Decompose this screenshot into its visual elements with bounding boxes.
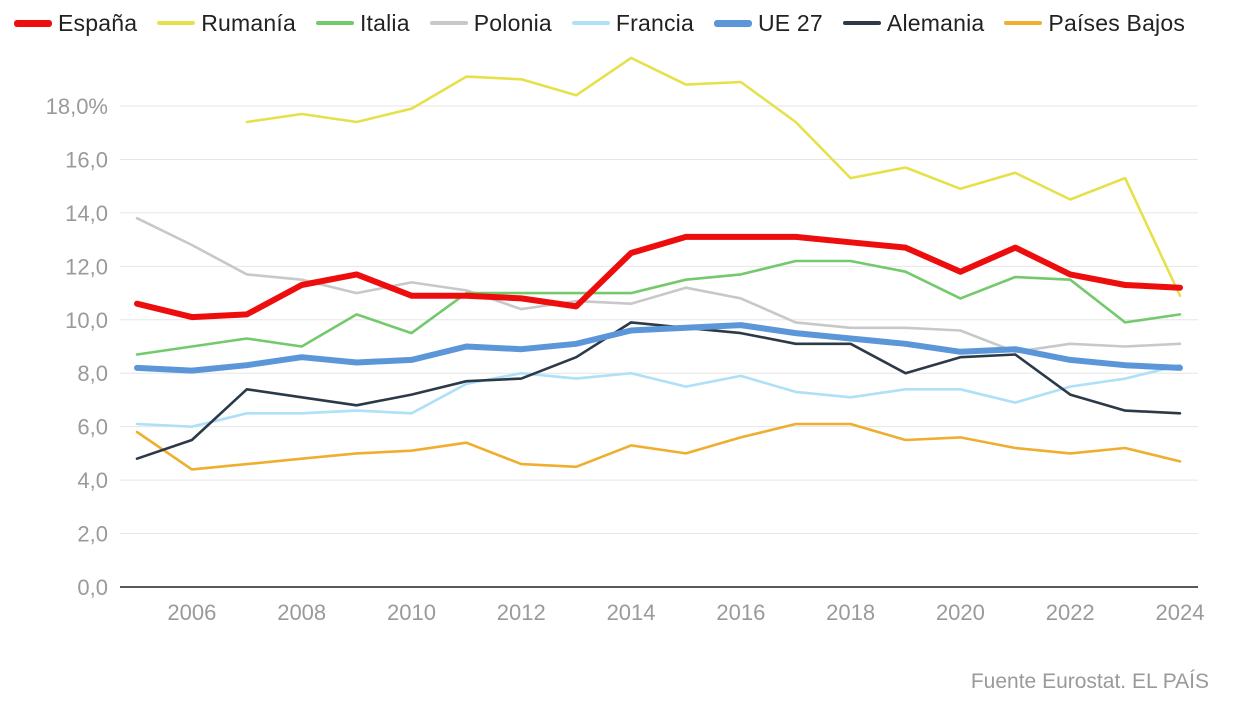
x-tick-label: 2022 [1046,600,1095,625]
x-tick-label: 2014 [607,600,656,625]
x-tick-label: 2020 [936,600,985,625]
legend-item-paises-bajos: Países Bajos [1004,10,1185,37]
legend-label: Rumanía [201,9,296,36]
legend-swatch [315,21,354,25]
x-tick-label: 2008 [277,600,326,625]
legend-label: Italia [359,9,410,36]
series-lines [134,56,1183,471]
legend-item-ue-27: UE 27 [713,9,823,37]
legend-swatch [571,21,610,25]
y-tick-label: 14,0 [65,201,108,226]
legend-item-francia: Francia [571,9,694,37]
series-line-ue-27 [134,322,1183,374]
y-tick-label: 0,0 [77,575,108,600]
y-tick-label: 4,0 [77,468,108,493]
x-tick-label: 2010 [387,600,436,625]
legend-label: España [58,9,138,36]
legend-label: Alemania [886,9,985,36]
legend-swatch [1004,21,1043,25]
x-tick-label: 2006 [167,600,216,625]
legend-swatch [429,21,468,25]
legend-swatch [157,21,196,25]
y-tick-label: 10,0 [65,308,108,333]
legend-label: Francia [615,9,694,36]
gridlines [120,105,1198,535]
chart-legend: España Rumanía Italia Polonia Francia UE 27 Al… [14,8,1205,38]
legend-label: Países Bajos [1048,9,1186,36]
series-line-paises-bajos [135,422,1182,471]
y-tick-label: 2,0 [77,522,108,547]
x-tick-label: 2024 [1156,600,1205,625]
legend-item-espana: España [14,10,137,37]
legend-swatch [713,19,752,27]
y-tick-label: 8,0 [77,361,108,386]
y-tick-label: 6,0 [77,415,108,440]
legend-swatch [14,19,52,27]
y-tick-label: 12,0 [65,254,108,279]
legend-label: Polonia [473,9,552,36]
source-credit: Fuente Eurostat. EL PAÍS [970,670,1209,693]
legend-label: UE 27 [757,9,823,36]
y-tick-label: 18,0% [46,94,108,119]
y-axis-ticks: 0,0 2,0 4,0 6,0 8,0 10,0 12,0 14,0 16,0 18,0% [46,94,108,600]
series-line-italia [135,259,1182,356]
x-axis-ticks: 2006 2008 2010 2012 2014 2016 2018 2020 2022 2024 [167,600,1204,625]
legend-item-alemania: Alemania [842,9,985,37]
x-tick-label: 2016 [716,600,765,625]
x-tick-label: 2018 [826,600,875,625]
legend-item-rumania: Rumanía [157,10,296,37]
legend-item-italia: Italia [315,9,410,37]
legend-swatch [842,21,881,25]
legend-item-polonia: Polonia [429,9,552,37]
y-tick-label: 16,0 [65,147,108,172]
x-tick-label: 2012 [497,600,546,625]
series-line-espana [134,233,1183,321]
series-line-rumania [245,56,1182,297]
series-line-francia [135,363,1182,428]
series-line-alemania [135,321,1182,460]
